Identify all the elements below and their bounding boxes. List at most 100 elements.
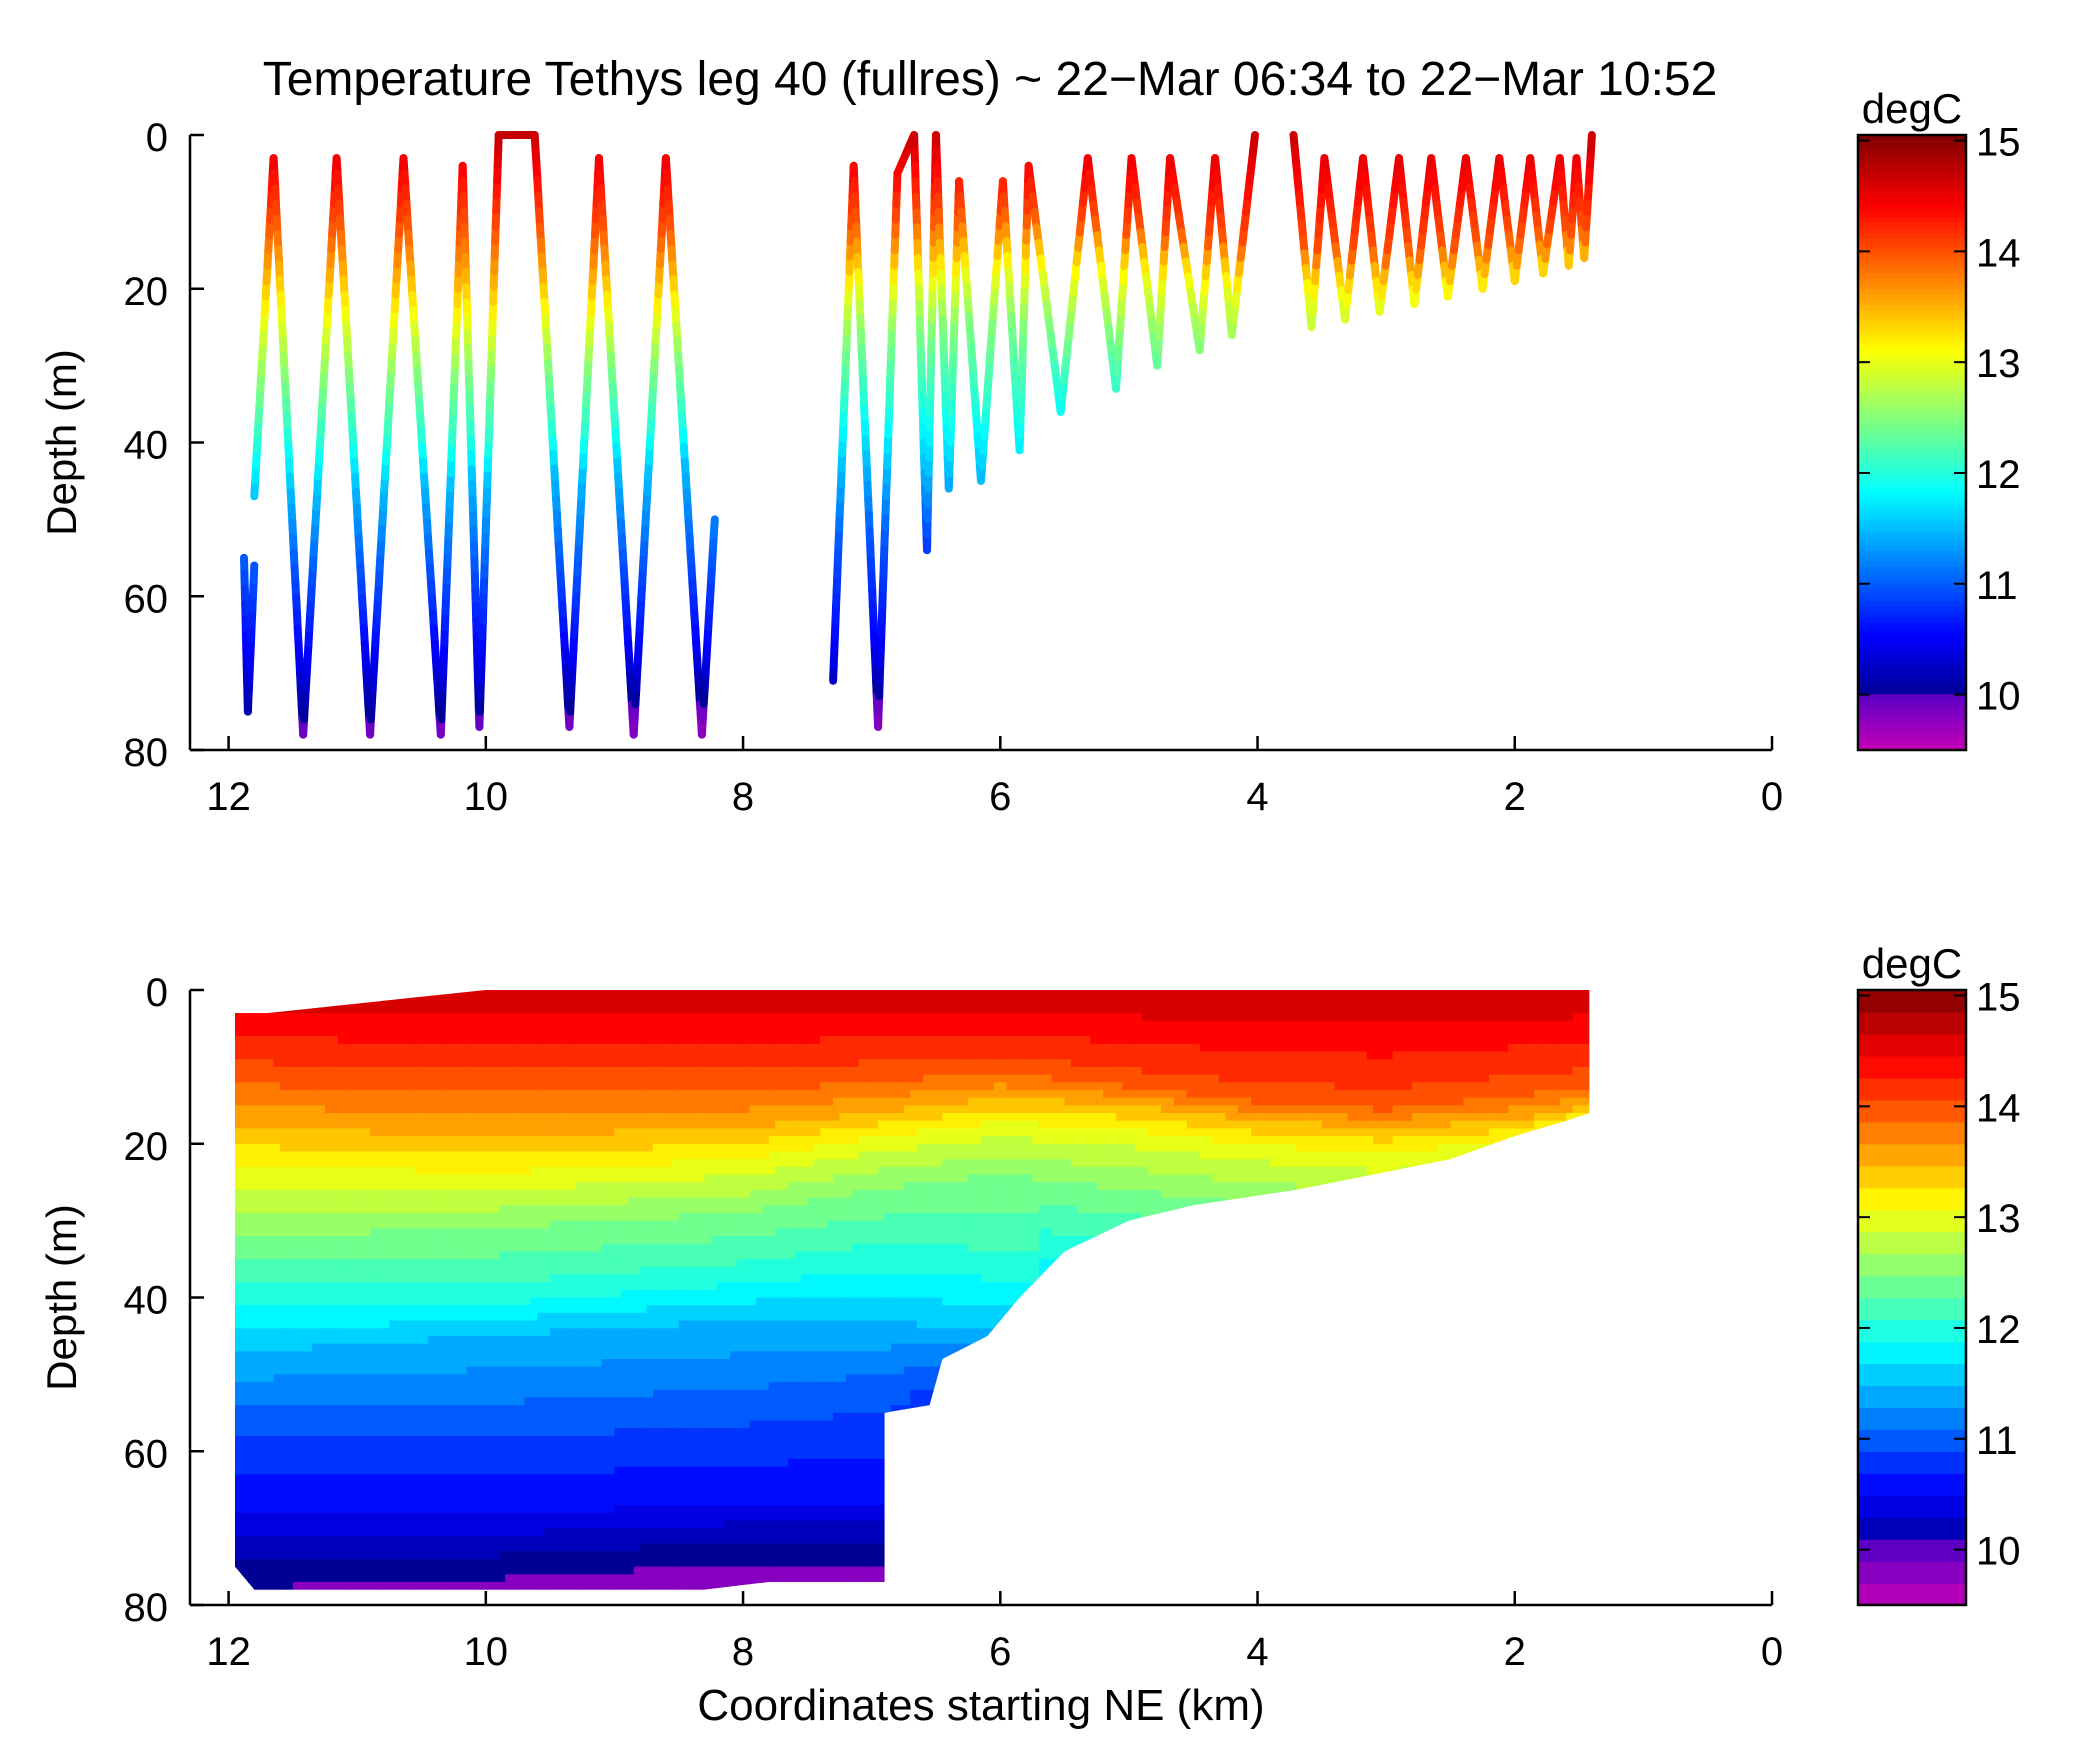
contour-cell-2011 xyxy=(389,1074,397,1084)
contour-cell-2425 xyxy=(421,1182,429,1191)
contour-cell-3313 xyxy=(492,1243,500,1253)
contour-cell-122 xyxy=(235,1312,243,1322)
contour-cell-190 xyxy=(241,1220,249,1230)
contour-cell-1037 xyxy=(305,1581,313,1590)
contour-cell-2974 xyxy=(466,1097,474,1107)
contour-cell-452 xyxy=(260,1389,268,1399)
contour-cell-710 xyxy=(280,1528,288,1537)
contour-cell-3029 xyxy=(466,1520,474,1529)
contour-cell-2457 xyxy=(421,1428,429,1437)
contour-cell-982 xyxy=(305,1159,313,1168)
contour-cell-2371 xyxy=(415,1382,423,1391)
contour-cell-834 xyxy=(292,1251,301,1260)
colorbar-band xyxy=(1858,683,1966,690)
contour-cell-763 xyxy=(286,1320,294,1330)
contour-cell-1660 xyxy=(357,1451,365,1460)
contour-cell-191 xyxy=(241,1228,249,1237)
contour-cell-2270 xyxy=(408,1220,416,1230)
contour-cell-2767 xyxy=(447,1351,455,1360)
contour-cell-1278 xyxy=(325,1589,333,1590)
contour-cell-1206 xyxy=(325,1036,333,1045)
contour-cell-1806 xyxy=(370,1343,378,1353)
contour-cell-1444 xyxy=(344,1020,352,1030)
contour-cell-893 xyxy=(299,1089,307,1099)
contour-cell-2276 xyxy=(408,1266,416,1276)
contour-cell-2985 xyxy=(466,1182,474,1191)
contour-cell-1456 xyxy=(344,1113,352,1122)
contour-cell-927 xyxy=(299,1351,307,1360)
contour-cell-3646 xyxy=(518,1343,526,1353)
contour-cell-2300 xyxy=(408,1451,416,1460)
contour-cell-3213 xyxy=(485,1089,493,1099)
contour-cell-1083 xyxy=(312,1320,320,1330)
contour-cell-770 xyxy=(286,1374,294,1383)
contour-cell-1713 xyxy=(363,1243,371,1253)
contour-cell-3529 xyxy=(511,1059,519,1068)
contour-cell-374 xyxy=(254,1405,262,1414)
contour-cell-997 xyxy=(305,1274,313,1283)
contour-cell-1103 xyxy=(312,1474,320,1483)
contour-cell-2301 xyxy=(408,1458,416,1468)
contour-cell-818 xyxy=(292,1128,301,1137)
contour-cell-1854 xyxy=(376,1097,384,1107)
contour-cell-2566 xyxy=(434,1036,442,1045)
contour-cell-597 xyxy=(273,1274,281,1283)
contour-cell-642 xyxy=(280,1005,288,1014)
contour-cell-3013 xyxy=(466,1397,474,1406)
contour-cell-2202 xyxy=(402,1312,410,1322)
contour-cell-1843 xyxy=(376,1013,384,1022)
contour-cell-1122 xyxy=(318,1005,326,1014)
contour-cell-2478 xyxy=(421,1589,429,1590)
contour-cell-811 xyxy=(292,1074,301,1084)
contour-cell-2553 xyxy=(427,1551,436,1560)
contour-cell-310 xyxy=(247,1528,256,1537)
contour-cell-3256 xyxy=(485,1420,493,1429)
contour-cell-2499 xyxy=(427,1136,436,1145)
contour-cell-874 xyxy=(292,1558,301,1568)
contour-cell-1734 xyxy=(363,1405,371,1414)
contour-cell-962 xyxy=(305,1005,313,1014)
contour-cell-3093 xyxy=(473,1397,481,1406)
contour-cell-3164 xyxy=(479,1328,487,1337)
contour-cell-3287 xyxy=(492,1043,500,1053)
contour-cell-2887 xyxy=(460,1043,468,1053)
contour-cell-877 xyxy=(292,1581,301,1590)
contour-cell-3403 xyxy=(498,1320,506,1330)
contour-cell-2557 xyxy=(427,1581,436,1590)
colorbar-band xyxy=(1858,160,1966,167)
contour-cell-1461 xyxy=(344,1151,352,1160)
contour-cell-1811 xyxy=(370,1382,378,1391)
contour-cell-1666 xyxy=(357,1497,365,1506)
contour-cell-236 xyxy=(241,1574,249,1583)
contour-cell-2597 xyxy=(434,1274,442,1283)
contour-cell-3549 xyxy=(511,1212,519,1222)
contour-cell-188 xyxy=(241,1205,249,1214)
contour-cell-2849 xyxy=(453,1366,461,1376)
contour-cell-2614 xyxy=(434,1405,442,1414)
contour-cell-2166 xyxy=(402,1036,410,1045)
contour-cell-181 xyxy=(241,1151,249,1160)
contour-cell-210 xyxy=(241,1374,249,1383)
x-tick-label: 4 xyxy=(1246,775,1268,819)
contour-cell-3091 xyxy=(473,1382,481,1391)
contour-cell-670 xyxy=(280,1220,288,1230)
contour-cell-26 xyxy=(235,1189,236,1199)
contour-cell-3526 xyxy=(511,1036,519,1045)
contour-cell-1522 xyxy=(350,1005,358,1014)
contour-cell-3264 xyxy=(485,1482,493,1491)
contour-cell-759 xyxy=(286,1289,294,1299)
contour-cell-1417 xyxy=(337,1428,346,1437)
contour-cell-1487 xyxy=(344,1351,352,1360)
contour-cell-1344 xyxy=(331,1482,339,1491)
contour-cell-2537 xyxy=(427,1428,436,1437)
contour-cell-2790 xyxy=(447,1528,455,1537)
contour-cell-139 xyxy=(235,1443,243,1453)
contour-cell-1551 xyxy=(350,1228,358,1237)
contour-cell-2901 xyxy=(460,1151,468,1160)
contour-cell-2871 xyxy=(453,1535,461,1545)
contour-cell-1661 xyxy=(357,1458,365,1468)
contour-cell-571 xyxy=(273,1074,281,1084)
contour-cell-2788 xyxy=(447,1512,455,1522)
contour-cell-2114 xyxy=(395,1251,403,1260)
contour-cell-931 xyxy=(299,1382,307,1391)
